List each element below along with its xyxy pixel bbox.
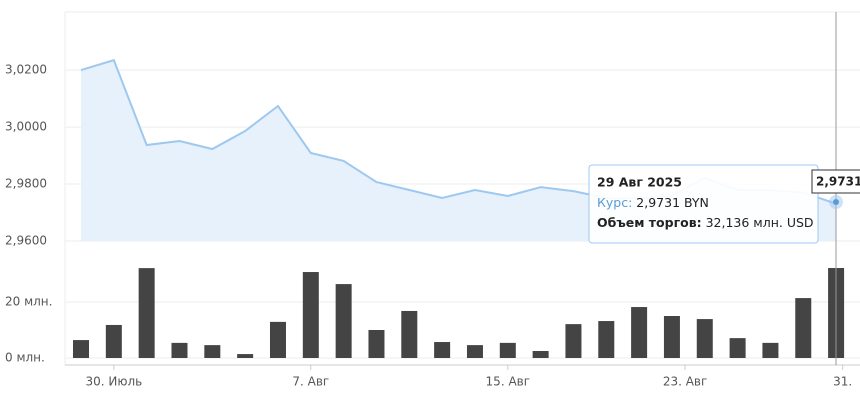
x-tick-label: 15. Авг [486,375,530,389]
volume-bar [466,345,483,358]
hover-point [833,199,839,205]
tooltip-rate: Курс: 2,9731 BYN [597,195,709,210]
volume-bar [663,316,680,358]
volume-bar [138,268,155,358]
crosshair-label-box [811,169,860,194]
volume-bar [631,307,648,358]
x-tick-label: 31. [833,375,852,389]
tooltip-date: 29 Авг 2025 [597,175,682,190]
crosshair-label-text: 2,9731 [816,175,860,189]
volume-bar [237,354,254,358]
volume-bar [598,321,615,358]
volume-bar [532,351,549,358]
crosshair-label: 2,9731 [811,169,860,194]
x-tick-label: 7. Авг [292,375,329,389]
tooltip-volume-value: 32,136 млн. USD [706,215,814,230]
tooltip-rate-label: Курс: [597,195,632,210]
tooltip-box [588,164,819,244]
y-tick-label: 2,9800 [5,177,47,191]
tooltip: 29 Авг 2025 Курс: 2,9731 BYN Объем торго… [588,164,819,244]
area-fill [81,60,837,241]
y-tick-label: 20 млн. [5,295,52,309]
volume-bar [204,345,221,358]
tooltip-rate-value: 2,9731 BYN [636,195,709,210]
volume-bar [795,298,812,358]
y-tick-label: 2,9600 [5,234,47,248]
y-tick-label: 0 млн. [5,351,45,365]
volume-bar [762,342,779,358]
tooltip-volume: Объем торгов: 32,136 млн. USD [597,215,814,230]
volume-bar [499,342,516,358]
volume-bar [434,342,451,358]
volume-bar [696,319,713,358]
tooltip-volume-label: Объем торгов: [597,215,702,230]
y-tick-label: 3,0200 [5,63,47,77]
x-tick-label: 23. Авг [663,375,707,389]
volume-bar [171,342,188,358]
volume-bar [729,338,746,358]
volume-bar [401,310,418,358]
x-tick-label: 30. Июль [85,375,142,389]
volume-bar [368,330,385,358]
volume-bar [335,284,352,358]
volume-bar [565,324,582,358]
plot: 2,9600 2,9800 3,0000 3,0200 0 млн. 20 млн. 30.… [5,58,860,389]
volume-bar [73,340,89,358]
volume-bar [269,321,286,358]
volume-bar [105,324,122,358]
y-tick-label: 3,0000 [5,120,47,134]
volume-bar [302,272,319,358]
